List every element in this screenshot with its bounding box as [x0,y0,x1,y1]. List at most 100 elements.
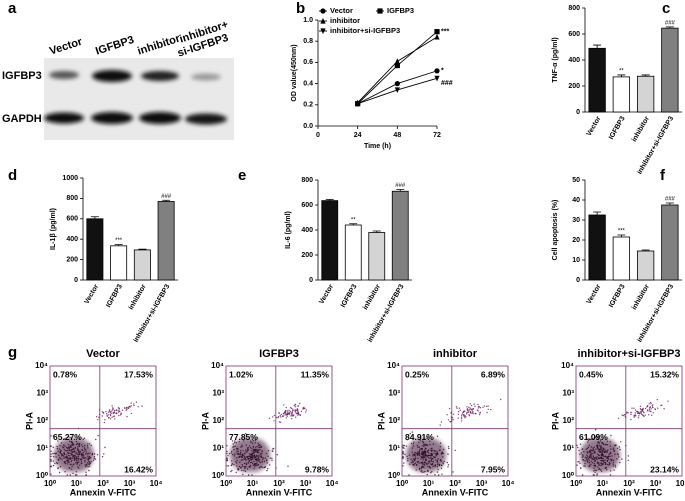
event-dot [417,451,419,453]
event-dot [592,456,595,458]
event-dot [239,461,241,463]
event-dot [75,451,77,454]
event-dot [402,453,404,455]
event-dot [439,459,442,462]
event-dot [75,443,78,446]
event-dot [598,442,600,445]
event-dot [291,414,293,416]
legend-label: Vector [330,6,353,15]
event-dot [402,457,404,460]
event-dot [231,450,233,453]
event-dot [59,456,61,459]
x-tick-label: 10⁰ [220,479,233,488]
event-dot [258,451,260,454]
event-dot [588,456,590,459]
event-dot [487,405,489,407]
event-dot [427,454,429,457]
event-dot [245,459,247,461]
event-dot [76,461,78,464]
panel-letter: g [8,344,17,361]
event-dot [70,449,72,451]
event-dot [233,445,235,448]
event-dot [60,442,63,444]
event-dot [418,446,420,448]
event-dot [61,458,63,460]
event-dot [630,413,632,416]
event-dot [601,460,603,462]
event-dot [468,406,470,408]
event-dot [254,456,257,459]
event-dot [79,458,82,461]
event-dot [111,405,113,407]
event-dot [278,421,281,423]
event-dot [454,449,456,452]
event-dot [599,451,601,453]
event-dot [648,403,650,405]
event-dot [75,462,77,464]
event-dot [111,416,113,418]
event-dot [128,405,131,408]
event-dot [255,446,257,448]
event-dot [245,463,248,466]
event-dot [253,460,255,463]
event-dot [402,446,404,448]
event-dot [435,453,437,456]
event-dot [589,452,591,454]
event-dot [266,469,268,472]
event-dot [87,463,90,465]
event-dot [590,449,593,452]
event-dot [594,456,596,459]
event-dot [490,408,492,411]
event-dot [68,454,70,457]
event-dot [50,453,52,455]
event-dot [406,455,408,457]
plot-frame [225,365,333,477]
event-dot [469,410,472,413]
event-dot [133,404,135,407]
event-dot [413,453,416,456]
event-dot [422,459,425,461]
event-dot [431,460,433,463]
event-dot [423,450,425,453]
event-dot [300,410,303,412]
event-dot [255,460,258,462]
event-dot [92,459,95,461]
event-dot [602,463,604,465]
event-dot [68,457,70,459]
event-dot [606,460,609,462]
event-dot [236,457,238,459]
bar [612,76,631,113]
event-dot [248,453,251,455]
event-dot [430,456,432,459]
event-dot [288,409,290,412]
event-dot [423,443,425,445]
event-dot [105,410,107,413]
event-dot [70,450,72,453]
event-dot [285,406,287,409]
event-dot [635,415,637,417]
event-dot [137,406,139,408]
event-dot [85,457,87,459]
event-dot [425,462,427,464]
event-dot [245,432,247,435]
event-dot [426,450,429,453]
event-dot [88,463,91,465]
event-dot [238,456,240,458]
quadrant-percent: 61.09% [579,432,608,442]
event-dot [240,446,242,448]
y-axis-label: TNF-α (pg/ml) [552,37,559,83]
event-dot [406,439,408,441]
event-dot [78,457,80,460]
event-dot [591,462,594,464]
event-dot [75,457,78,459]
event-dot [593,446,595,448]
event-dot [482,406,484,408]
event-dot [297,405,299,407]
band [92,70,132,82]
event-dot [101,411,104,413]
event-dot [593,458,596,460]
event-dot [72,455,74,458]
event-dot [421,461,424,463]
event-dot [602,447,604,449]
